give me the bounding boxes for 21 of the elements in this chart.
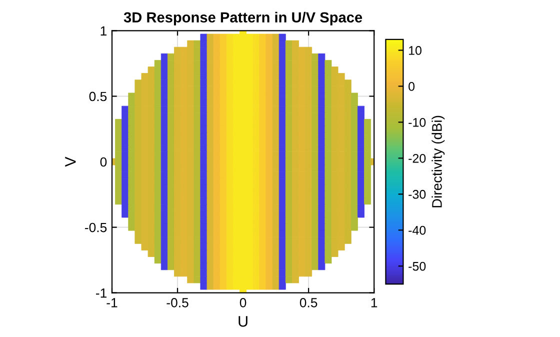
color-bar-label: -40 [408, 226, 426, 235]
y-tick-label: 0 [100, 157, 107, 167]
color-bar-label: 0 [408, 82, 415, 91]
x-tick-label: 0 [240, 298, 246, 308]
x-axis-title: U [238, 316, 248, 327]
color-bar-label: -10 [408, 118, 426, 127]
y-tick-label: 0.5 [89, 92, 107, 102]
color-bar-title: Directivity (dBi) [432, 116, 445, 208]
x-tick-label: -1 [106, 298, 118, 308]
chart-title: 3D Response Pattern in U/V Space [124, 12, 362, 26]
color-bar-label: -30 [408, 190, 426, 199]
color-bar-label: 10 [409, 46, 422, 55]
color-bar-label: -20 [408, 154, 426, 163]
x-tick-label: 1 [371, 298, 378, 308]
y-tick-label: -0.5 [84, 222, 107, 232]
y-tick-label: 1 [100, 26, 106, 36]
x-tick-label: -0.5 [166, 298, 188, 308]
x-tick-label: 0.5 [300, 298, 318, 308]
y-tick-label: -1 [96, 288, 106, 298]
y-axis-title: V [65, 156, 76, 167]
color-bar-label: -50 [408, 262, 426, 271]
